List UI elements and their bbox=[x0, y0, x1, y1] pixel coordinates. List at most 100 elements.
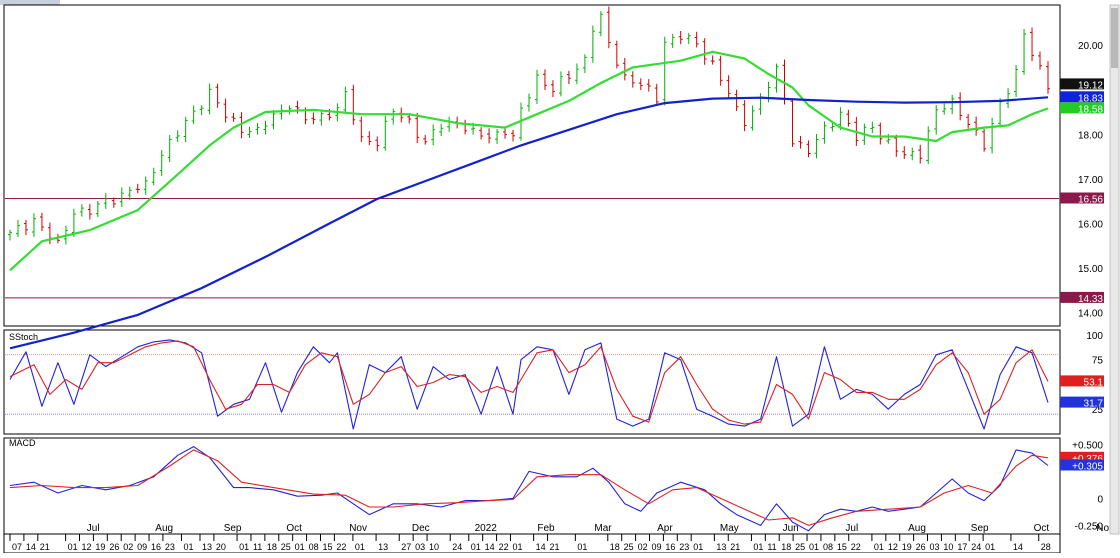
value-badge-label-macd-0: +0.376 bbox=[1072, 454, 1103, 465]
x-day-label-17: 25 bbox=[281, 542, 291, 552]
y-tick-label-macd-0: +0.500 bbox=[1072, 441, 1103, 452]
stoch-line-pct-d bbox=[9, 340, 1049, 425]
window-frame-accent bbox=[0, 0, 60, 5]
x-day-label-39: 16 bbox=[665, 542, 675, 552]
x-day-label-19: 08 bbox=[309, 542, 319, 552]
x-month-label-5: Dec bbox=[412, 523, 430, 534]
x-day-label-8: 09 bbox=[137, 542, 147, 552]
x-day-label-11: 01 bbox=[183, 542, 193, 552]
value-badge-label-price-2: 18.58 bbox=[1078, 104, 1103, 115]
x-day-label-59: 24 bbox=[971, 542, 981, 552]
x-month-label-12: Jul bbox=[845, 523, 858, 534]
x-day-label-33: 21 bbox=[550, 542, 560, 552]
x-day-label-29: 14 bbox=[485, 542, 495, 552]
x-month-label-11: Jun bbox=[783, 523, 799, 534]
x-day-label-5: 19 bbox=[95, 542, 105, 552]
x-day-label-47: 25 bbox=[795, 542, 805, 552]
y-tick-label-macd-1: 0 bbox=[1097, 494, 1103, 505]
x-day-label-24: 27 bbox=[401, 542, 411, 552]
moving-average-line-short bbox=[9, 50, 1049, 272]
x-day-label-10: 23 bbox=[165, 542, 175, 552]
x-day-label-53: 12 bbox=[888, 542, 898, 552]
x-day-label-56: 03 bbox=[930, 542, 940, 552]
x-day-label-21: 22 bbox=[336, 542, 346, 552]
y-tick-label-price-4: 15.00 bbox=[1078, 264, 1103, 275]
value-badge-price-0 bbox=[1060, 78, 1104, 90]
y-tick-label-stochastic-0: 100 bbox=[1086, 331, 1103, 342]
x-day-label-43: 21 bbox=[730, 542, 740, 552]
x-day-label-25: 03 bbox=[415, 542, 425, 552]
x-day-label-61: 14 bbox=[1013, 542, 1023, 552]
x-day-label-51: 22 bbox=[851, 542, 861, 552]
x-day-label-60: 01 bbox=[985, 542, 995, 552]
macd-label: MACD bbox=[9, 438, 36, 448]
x-day-label-40: 23 bbox=[679, 542, 689, 552]
x-day-label-46: 18 bbox=[781, 542, 791, 552]
x-day-label-6: 26 bbox=[109, 542, 119, 552]
x-day-label-4: 12 bbox=[82, 542, 92, 552]
y-tick-label-macd-2: -0.250 bbox=[1075, 521, 1104, 532]
x-day-label-15: 11 bbox=[253, 542, 262, 552]
x-day-label-52: 01 bbox=[874, 542, 884, 552]
macd-line-signal bbox=[9, 449, 1049, 526]
value-badge-label-stochastic-1: 31.7 bbox=[1084, 399, 1104, 410]
x-month-label-9: Apr bbox=[657, 523, 673, 534]
x-day-label-49: 08 bbox=[823, 542, 833, 552]
x-day-label-32: 14 bbox=[536, 542, 546, 552]
x-day-label-54: 19 bbox=[902, 542, 912, 552]
x-day-label-0: 07 bbox=[12, 542, 22, 552]
macd-panel bbox=[3, 437, 1061, 535]
value-badge-label-macd-1: +0.305 bbox=[1072, 462, 1103, 473]
stoch-line-pct-k bbox=[9, 339, 1049, 430]
value-badge-macd-0 bbox=[1060, 451, 1104, 463]
x-month-label-1: Aug bbox=[155, 523, 173, 534]
value-badge-label-price-1: 18.83 bbox=[1078, 93, 1103, 104]
vertical-scrollbar[interactable] bbox=[1109, 4, 1120, 535]
value-badge-label-price-3: 16.56 bbox=[1078, 195, 1103, 206]
x-day-label-13: 20 bbox=[216, 542, 226, 552]
value-badge-label-stochastic-0: 53.1 bbox=[1084, 377, 1104, 388]
x-month-label-8: Mar bbox=[594, 523, 612, 534]
x-month-label-2: Sep bbox=[224, 523, 242, 534]
y-tick-label-price-0: 20.00 bbox=[1078, 41, 1103, 52]
x-day-label-26: 10 bbox=[429, 542, 439, 552]
x-day-label-35: 18 bbox=[610, 542, 620, 552]
x-month-label-6: 2022 bbox=[475, 523, 498, 534]
x-day-label-37: 02 bbox=[638, 542, 648, 552]
x-month-label-16: Nov bbox=[1096, 523, 1114, 534]
x-day-label-18: 01 bbox=[295, 542, 305, 552]
x-month-label-10: May bbox=[720, 523, 739, 534]
value-badge-price-1 bbox=[1060, 91, 1104, 103]
x-day-label-48: 01 bbox=[809, 542, 819, 552]
x-day-label-62: 28 bbox=[1041, 542, 1051, 552]
value-badge-stochastic-1 bbox=[1060, 396, 1104, 408]
x-day-label-45: 11 bbox=[767, 542, 776, 552]
value-badge-price-3 bbox=[1060, 192, 1104, 204]
x-month-label-3: Oct bbox=[286, 523, 302, 534]
value-badge-label-price-4: 14.33 bbox=[1078, 294, 1103, 305]
x-day-label-3: 01 bbox=[68, 542, 78, 552]
value-badge-price-2 bbox=[1060, 102, 1104, 114]
x-day-label-36: 25 bbox=[624, 542, 634, 552]
x-day-label-9: 16 bbox=[151, 542, 161, 552]
x-day-label-30: 22 bbox=[499, 542, 509, 552]
x-day-label-44: 01 bbox=[753, 542, 763, 552]
y-tick-label-price-5: 14.00 bbox=[1078, 309, 1103, 320]
y-tick-label-price-3: 16.00 bbox=[1078, 220, 1103, 231]
x-day-label-28: 01 bbox=[471, 542, 481, 552]
x-day-label-22: 01 bbox=[355, 542, 365, 552]
y-tick-label-stochastic-1: 75 bbox=[1092, 356, 1104, 367]
x-month-label-7: Feb bbox=[537, 523, 555, 534]
x-day-label-2: 21 bbox=[40, 542, 50, 552]
x-month-label-14: Sep bbox=[971, 523, 989, 534]
x-day-label-14: 01 bbox=[239, 542, 249, 552]
x-day-label-1: 14 bbox=[26, 542, 36, 552]
y-tick-label-price-2: 17.00 bbox=[1078, 175, 1103, 186]
x-day-label-12: 13 bbox=[202, 542, 212, 552]
scrollbar-thumb[interactable] bbox=[1111, 8, 1118, 68]
x-day-label-55: 26 bbox=[916, 542, 926, 552]
x-month-label-15: Oct bbox=[1034, 523, 1050, 534]
x-day-label-31: 01 bbox=[512, 542, 522, 552]
